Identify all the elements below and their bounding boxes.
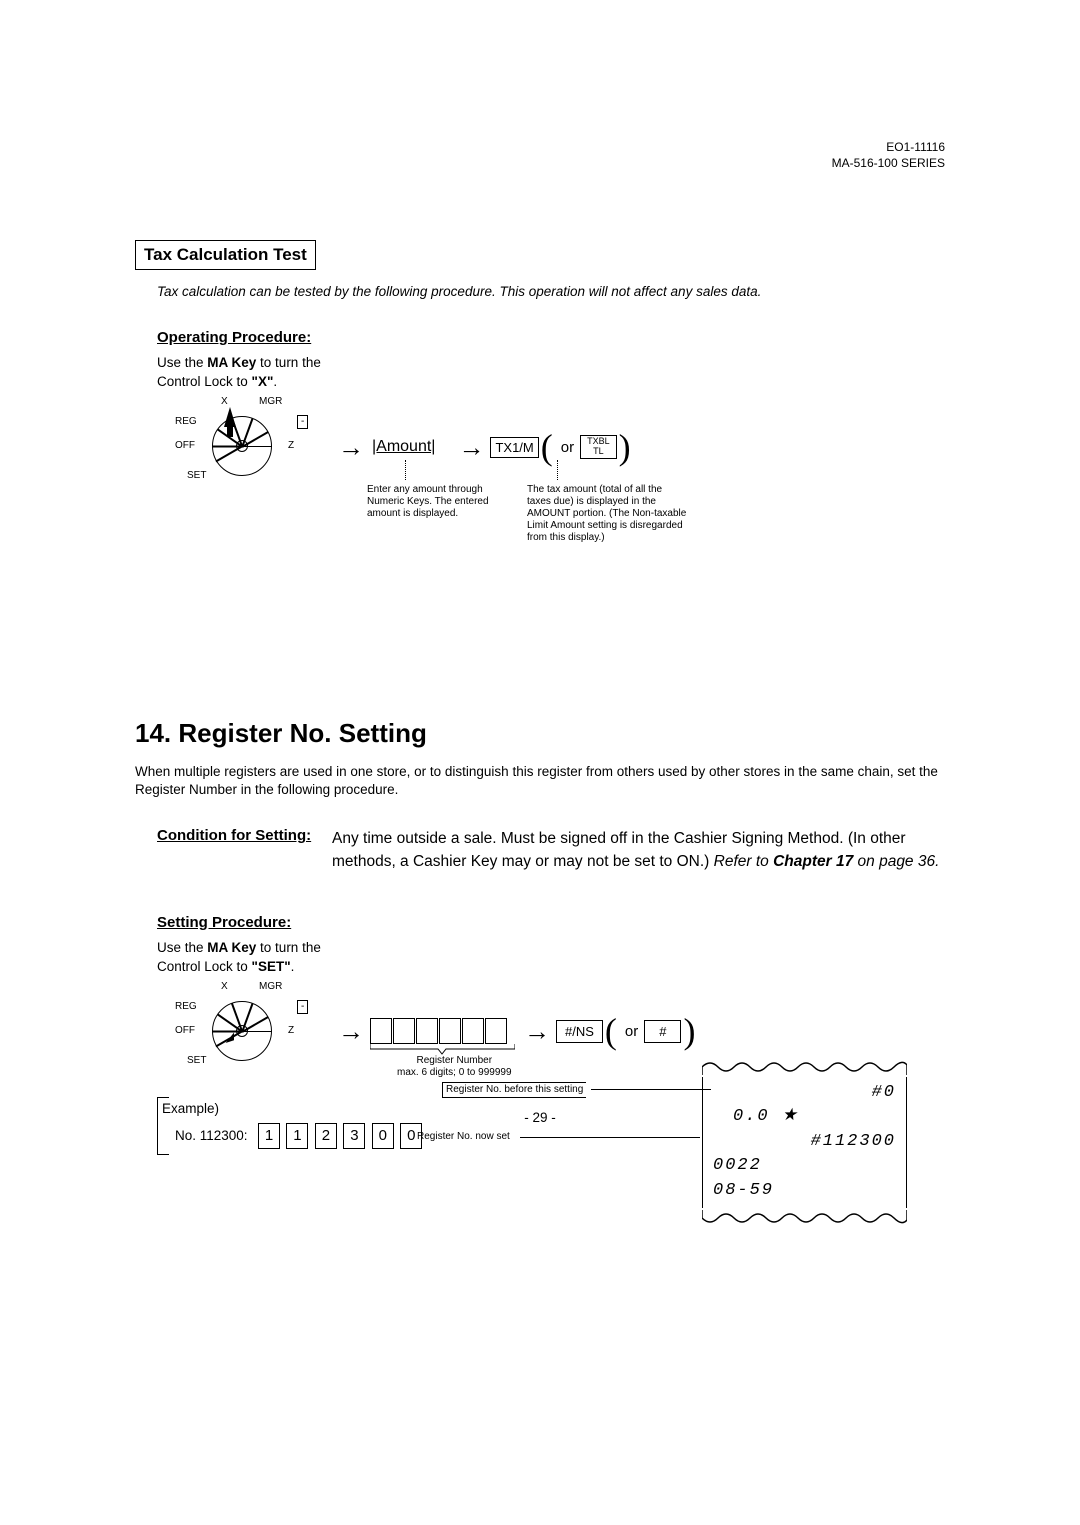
control-lock-dial-1: X MGR REG OFF SET Z - [157, 398, 327, 508]
digit-input [439, 1018, 461, 1044]
digit-input [462, 1018, 484, 1044]
before-label-box: Register No. before this setting [442, 1082, 586, 1098]
op-proc-text-1: Use the MA Key to turn the Control Lock … [157, 354, 945, 392]
now-set-label: Register No. now set [417, 1131, 510, 1143]
receipt-torn-bottom-icon [702, 1208, 907, 1228]
receipt-line: 0.0 ★ [713, 1105, 896, 1130]
tx1m-key: TX1/M [490, 437, 538, 458]
section-14-title: 14. Register No. Setting [135, 718, 945, 749]
hash-key: # [644, 1020, 681, 1043]
receipt-line: 08-59 [713, 1179, 896, 1204]
section-14-intro: When multiple registers are used in one … [135, 763, 945, 799]
digit-input [485, 1018, 507, 1044]
note-2: The tax amount (total of all the taxes d… [527, 484, 687, 544]
setting-procedure-heading: Setting Procedure: [157, 914, 945, 931]
tax-test-intro: Tax calculation can be tested by the fol… [157, 284, 945, 299]
regnum-note: Register Number max. 6 digits; 0 to 9999… [397, 1055, 512, 1079]
receipt-line: 0022 [713, 1154, 896, 1179]
set-flow: → → #/NS ( or # ) [332, 1016, 697, 1047]
open-paren-icon: ( [539, 438, 555, 456]
example-digits: 1 1 2 3 0 0 [258, 1123, 424, 1149]
example-label: Example) [162, 1101, 219, 1116]
arrow-icon: → [332, 432, 370, 463]
arrow-icon: → [452, 432, 490, 463]
control-lock-dial-2: X MGR REG OFF SET Z - [157, 983, 327, 1093]
arrow-icon: → [332, 1016, 370, 1047]
digit-input [370, 1018, 392, 1044]
condition-label: Condition for Setting: [157, 827, 332, 874]
digit-input [416, 1018, 438, 1044]
txbl-tl-key: TXBL TL [580, 435, 617, 459]
receipt: #0 0.0 ★ #112300 0022 08-59 [702, 1057, 907, 1228]
tax-test-title: Tax Calculation Test [135, 240, 316, 270]
operating-procedure-heading: Operating Procedure: [157, 329, 945, 346]
receipt-line: #0 [713, 1081, 896, 1106]
open-paren-icon: ( [603, 1022, 619, 1040]
page-content: EO1-11116 MA-516-100 SERIES Tax Calculat… [135, 140, 945, 1173]
op-proc-diagram: X MGR REG OFF SET Z - → |Amount| [157, 398, 945, 578]
amount-field: |Amount| [370, 438, 437, 456]
dial-pointer-icon [220, 407, 240, 437]
series: MA-516-100 SERIES [832, 156, 945, 172]
digit-input [393, 1018, 415, 1044]
set-proc-text-1: Use the MA Key to turn the Control Lock … [157, 939, 945, 977]
receipt-line: #112300 [713, 1130, 896, 1155]
op-flow: → |Amount| → TX1/M ( or TXBL TL ) [332, 432, 633, 463]
header-block: EO1-11116 MA-516-100 SERIES [832, 140, 945, 171]
condition-text: Any time outside a sale. Must be signed … [332, 827, 945, 874]
page-number: - 29 - [524, 1110, 556, 1125]
example-no: No. 112300: [175, 1128, 248, 1143]
arrow-icon: → [518, 1016, 556, 1047]
close-paren-icon: ) [681, 1022, 697, 1040]
doc-id: EO1-11116 [832, 140, 945, 156]
set-proc-diagram: X MGR REG OFF SET Z - → [157, 983, 945, 1173]
receipt-torn-top-icon [702, 1057, 907, 1077]
condition-block: Condition for Setting: Any time outside … [157, 827, 945, 874]
close-paren-icon: ) [617, 438, 633, 456]
dial-pointer-icon [204, 1027, 234, 1057]
note-1: Enter any amount through Numeric Keys. T… [367, 484, 497, 520]
hash-ns-key: #/NS [556, 1020, 603, 1043]
